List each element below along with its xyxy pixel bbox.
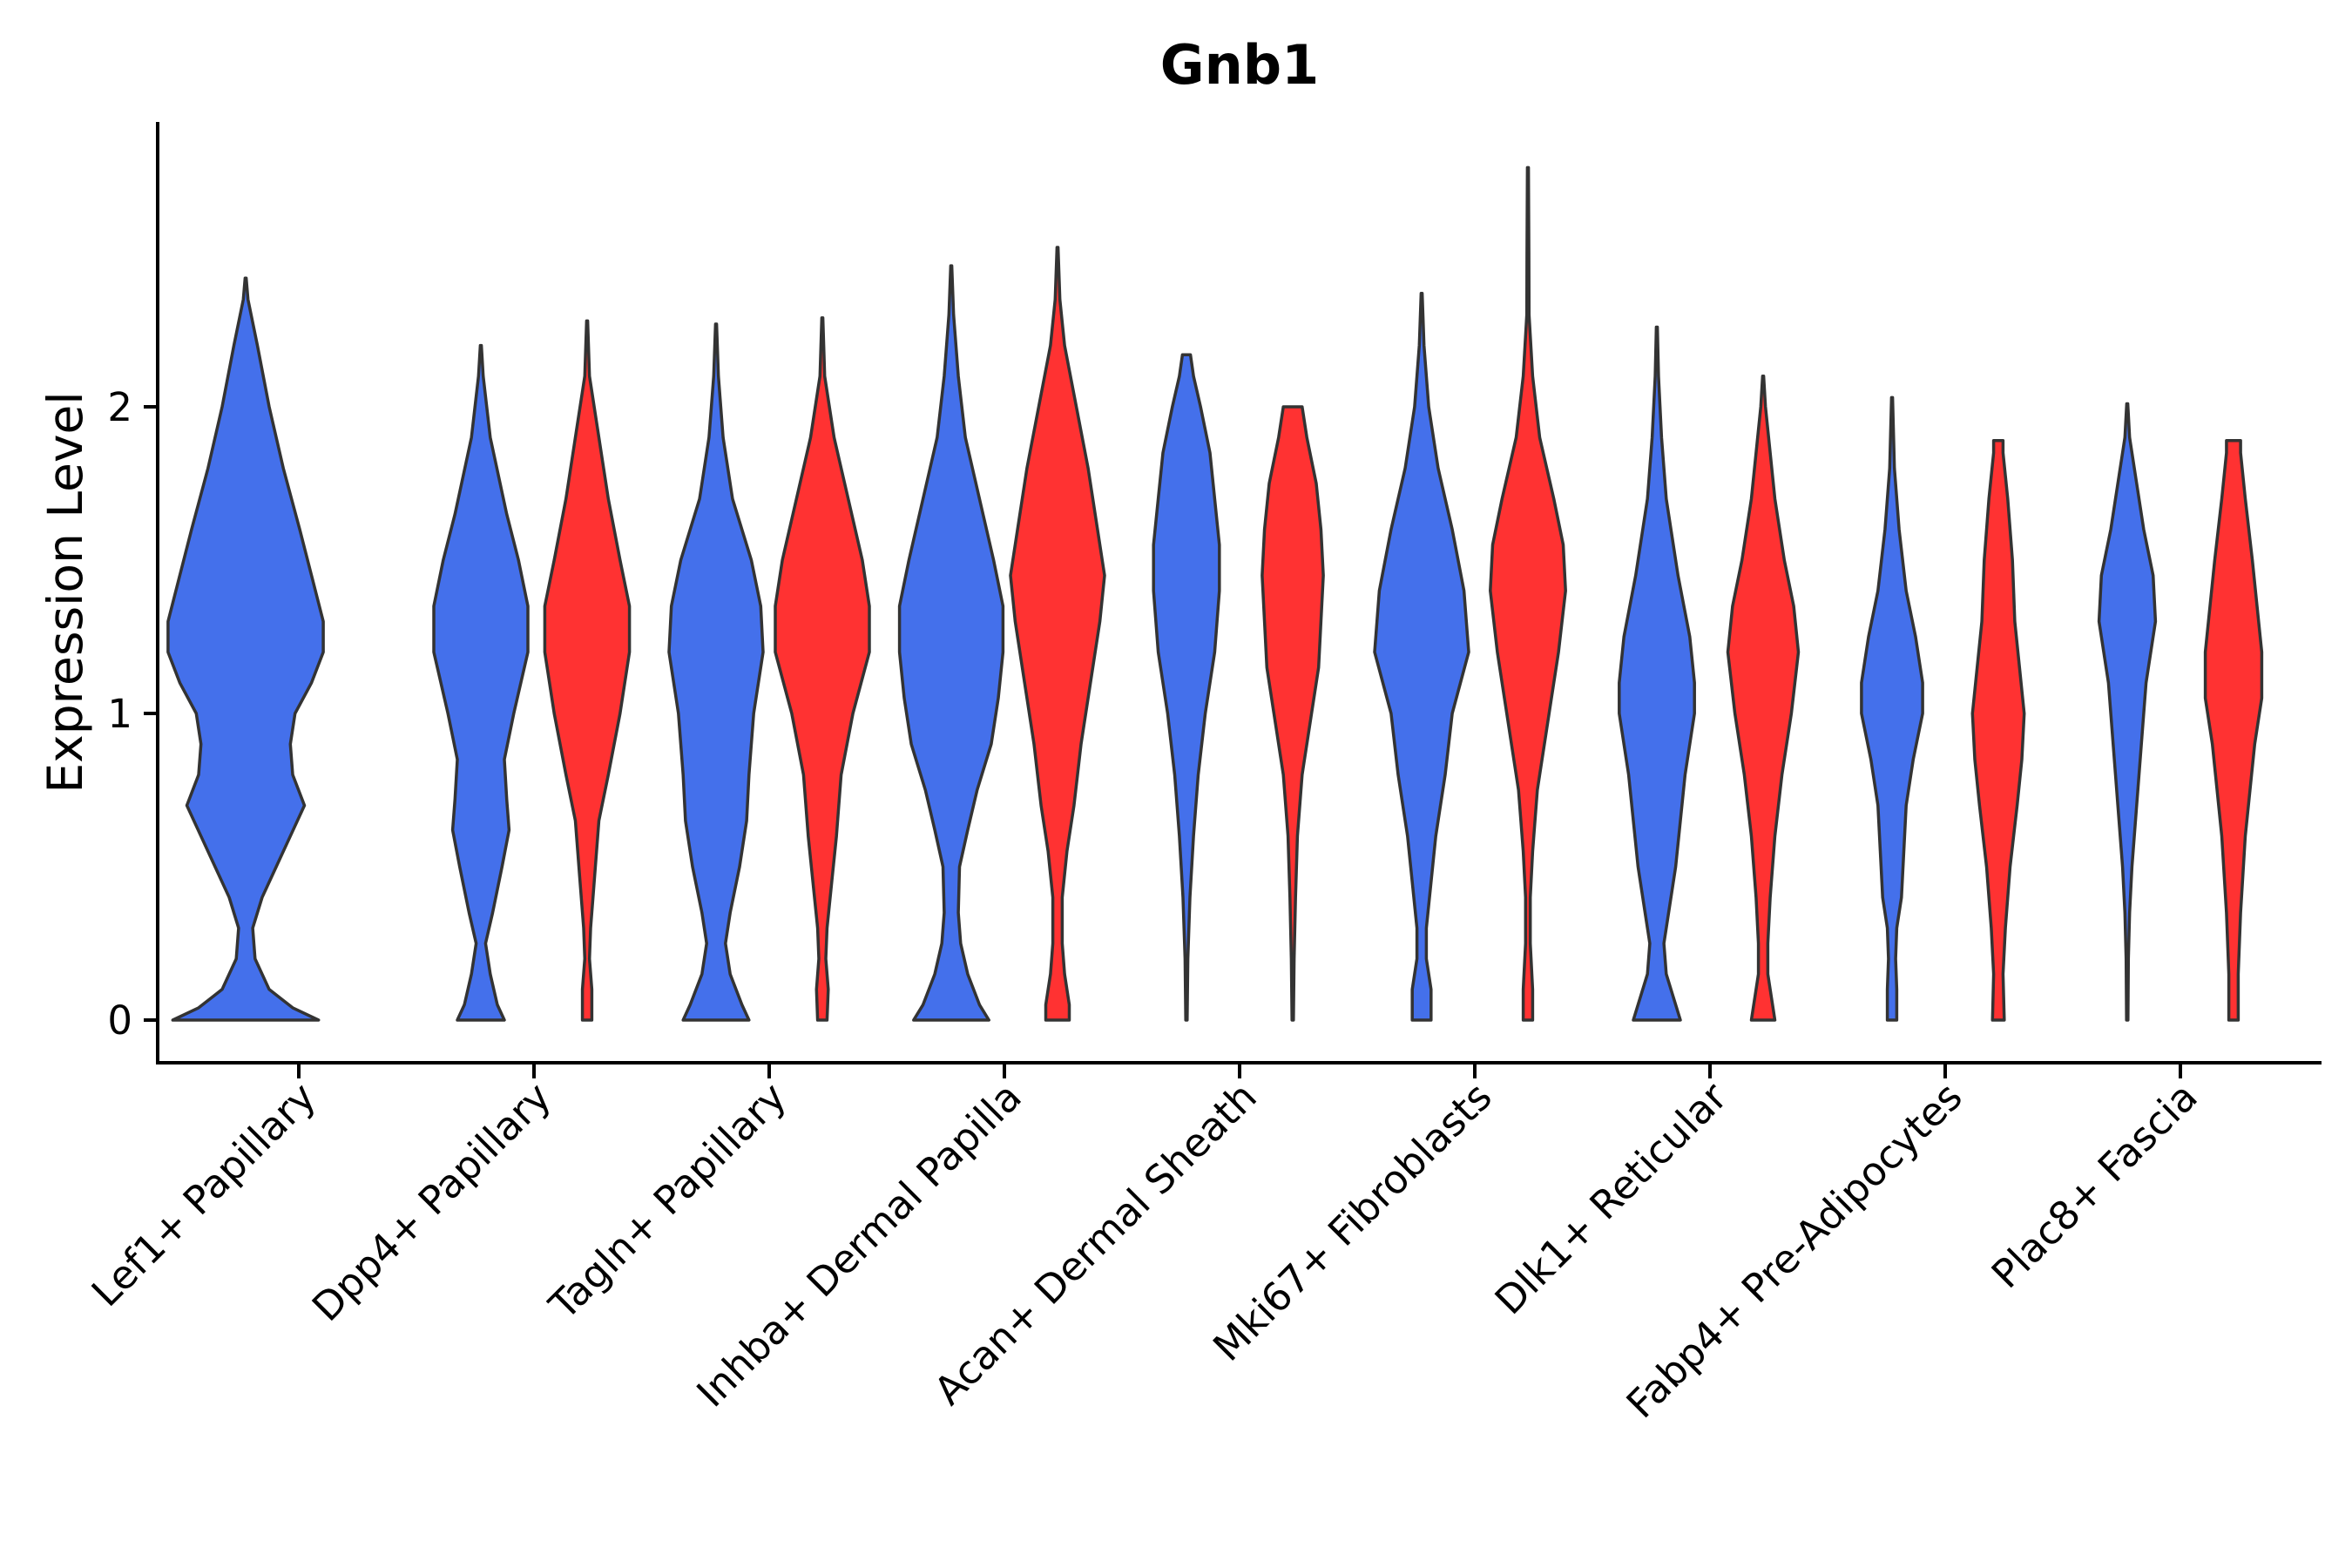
violins-group xyxy=(166,166,2264,1022)
violin-group1 xyxy=(667,322,765,1022)
violin-group1 xyxy=(1373,292,1470,1022)
violin-group2 xyxy=(543,319,632,1022)
violin-group1 xyxy=(1152,353,1221,1022)
chart-title: Gnb1 xyxy=(1160,33,1320,97)
violin-group2 xyxy=(1009,246,1106,1022)
violin-group2 xyxy=(1970,438,2026,1022)
x-tick-label: Dpp4+ Papillary xyxy=(303,1073,560,1330)
x-tick-label: Dlk1+ Reticular xyxy=(1486,1073,1736,1323)
violin-group2 xyxy=(774,316,871,1022)
x-tick-label: Lef1+ Papillary xyxy=(83,1073,325,1315)
violin-group1 xyxy=(1860,395,1924,1022)
violin-group2 xyxy=(1726,375,1801,1022)
violin-group1 xyxy=(1618,325,1696,1022)
y-ticks-group: 0 1 2 xyxy=(107,384,158,1044)
x-tick-label: Plac8+ Fascia xyxy=(1983,1073,2207,1297)
y-tick-label: 2 xyxy=(107,384,132,430)
y-tick-label: 0 xyxy=(107,997,132,1044)
violin-group1 xyxy=(2097,402,2158,1022)
violin-group2 xyxy=(1260,405,1325,1022)
y-axis-label: Expression Level xyxy=(37,391,93,793)
y-tick-label: 1 xyxy=(107,691,132,737)
x-tick-label: Tagln+ Papillary xyxy=(540,1073,795,1328)
violin-group1 xyxy=(897,264,1005,1022)
violin-group1 xyxy=(432,343,530,1022)
violin-group2 xyxy=(2203,438,2264,1022)
violin-group1 xyxy=(166,276,325,1022)
violin-group2 xyxy=(1489,166,1567,1022)
